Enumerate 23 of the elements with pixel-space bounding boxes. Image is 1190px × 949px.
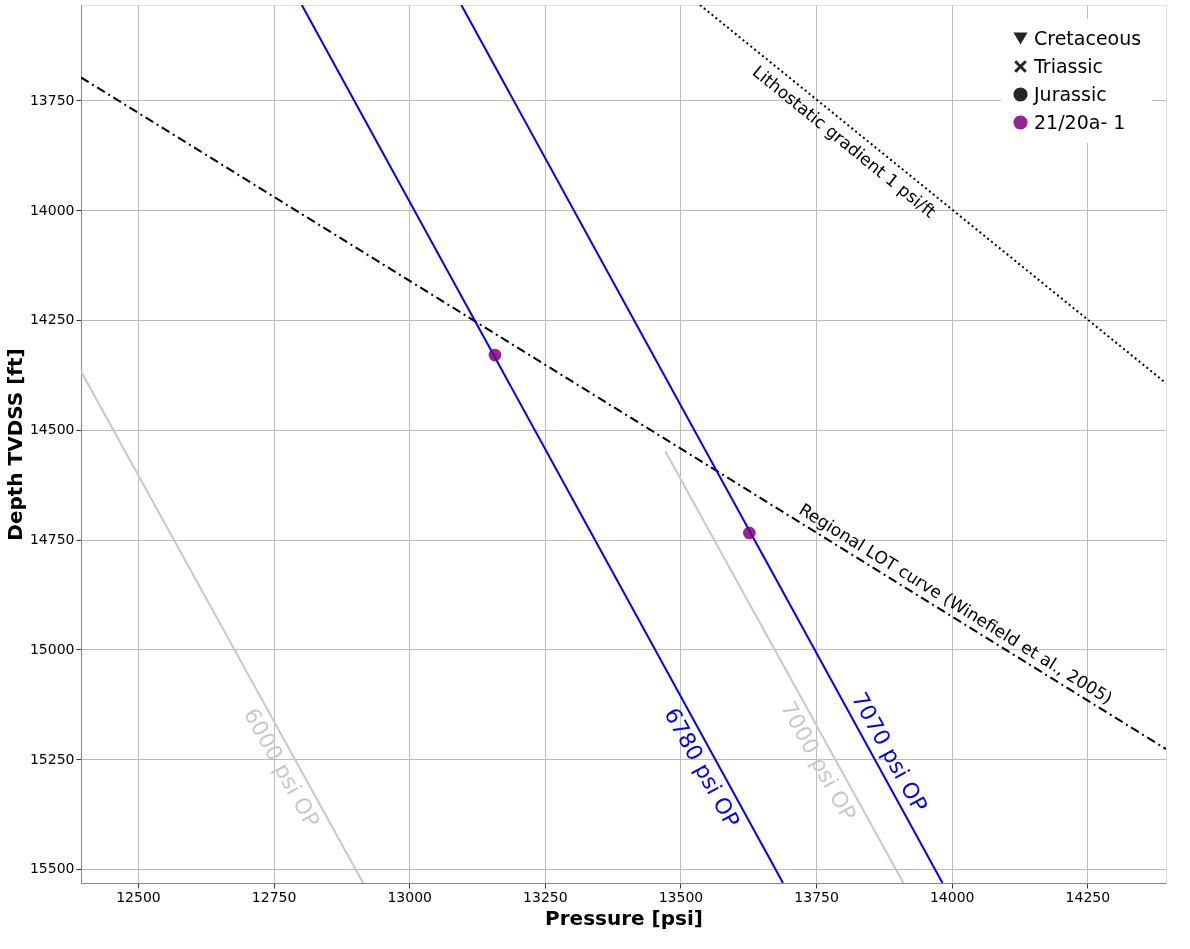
legend-label: 21/20a- 1	[1034, 110, 1126, 133]
y-tick-label: 15250	[29, 750, 75, 767]
legend-label: Cretaceous	[1034, 26, 1142, 49]
x-tick-label: 13000	[387, 888, 432, 905]
legend-label: Jurassic	[1033, 82, 1107, 105]
x-tick-label: 13750	[794, 888, 839, 905]
y-tick-label: 14750	[29, 531, 75, 548]
y-tick-label: 15500	[29, 860, 75, 877]
y-axis-title: Depth TVDSS [ft]	[2, 348, 27, 541]
x-tick-label: 12750	[251, 888, 297, 905]
x-tick-label: 14000	[929, 888, 975, 905]
x-tick-label: 13500	[658, 888, 704, 905]
x-tick-label: 14250	[1065, 888, 1111, 905]
y-tick-label: 13750	[29, 91, 75, 108]
y-tick-label: 14000	[29, 201, 75, 218]
x-tick-label: 13250	[523, 888, 568, 905]
x-axis-title: Pressure [psi]	[545, 905, 703, 930]
text: 6780 psi OP	[659, 703, 745, 832]
y-tick-label: 14250	[29, 311, 75, 328]
y-tick-label: 15000	[29, 640, 75, 657]
legend-label: Triassic	[1033, 54, 1104, 77]
y-tick-label: 14500	[29, 421, 75, 438]
x-tick-label: 12500	[116, 888, 161, 905]
